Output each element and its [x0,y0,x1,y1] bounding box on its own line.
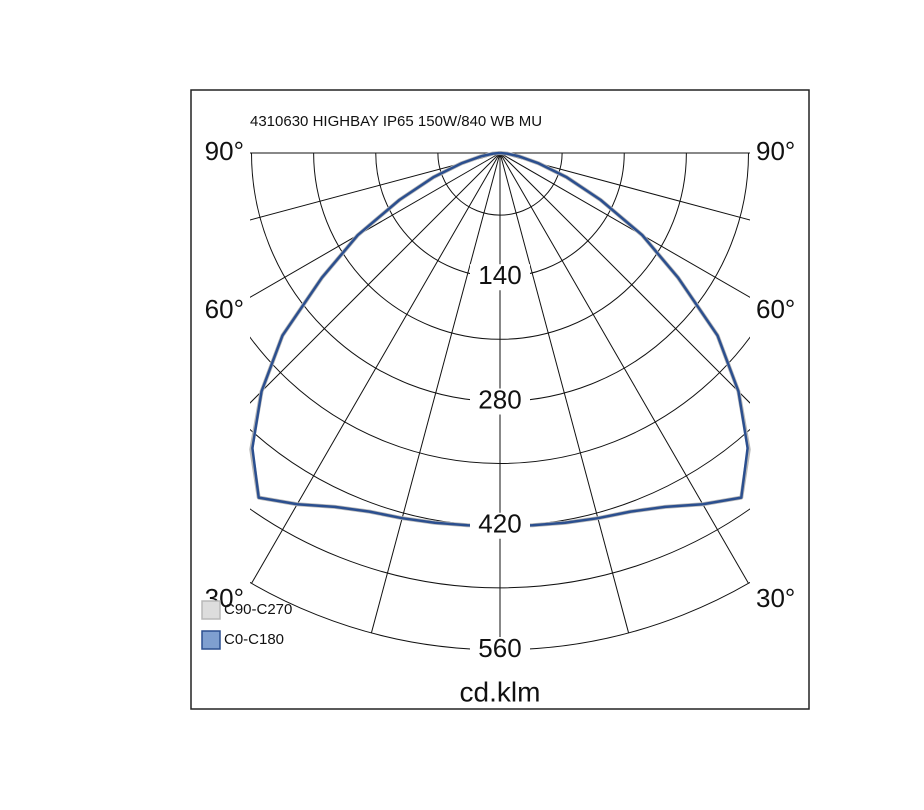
label-bg [470,388,530,415]
label-bg [470,637,530,663]
grid-ray [499,152,749,584]
grid-ring [250,581,750,651]
grid-ray [250,152,501,404]
r-tick-label: 280 [478,384,521,414]
grid-ray [250,152,501,298]
grid-ray [499,152,630,634]
r-tick-label: 420 [478,509,521,539]
chart-title: 4310630 HIGHBAY IP65 150W/840 WB MU [250,113,542,130]
angle-tick-label: 90° [756,136,795,166]
label-bg [470,264,530,291]
label-bg [470,512,530,539]
grid [250,152,750,651]
unit-label: cd.klm [460,676,541,707]
grid-ray [251,152,501,584]
legend-label: C90-C270 [224,601,292,618]
angle-tick-label: 30° [756,583,795,613]
grid-ray [370,152,501,634]
legend-label: C0-C180 [224,631,284,648]
angle-tick-label: 60° [756,294,795,324]
legend-swatch [201,630,221,650]
grid-ray [499,152,750,404]
r-tick-label: 560 [478,633,521,663]
grid-ray [499,152,750,298]
grid-ray [499,152,750,221]
grid-ray [250,152,501,221]
angle-tick-label: 60° [205,294,244,324]
legend-swatch [201,600,221,620]
angle-tick-label: 90° [205,136,244,166]
r-tick-label: 140 [478,260,521,290]
frame [190,89,810,710]
